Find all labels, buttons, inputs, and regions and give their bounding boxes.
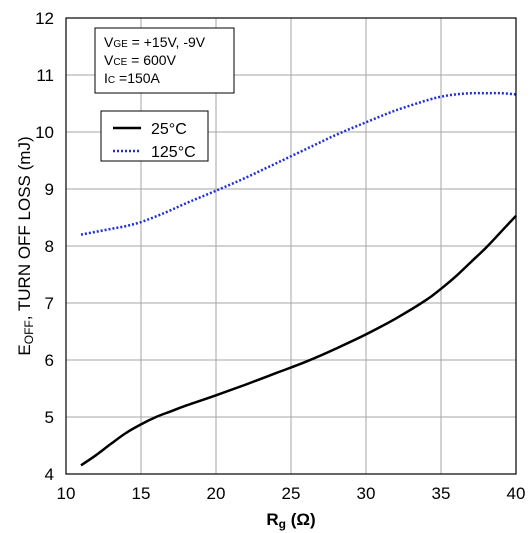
x-axis-title: Rg (Ω) (266, 510, 315, 531)
condition-ic: IC =150A (104, 70, 161, 86)
legend: 25°C 125°C (100, 110, 209, 162)
y-tick-label: 11 (36, 66, 54, 85)
y-tick-label: 7 (45, 294, 54, 313)
series-line-25c (80, 214, 517, 467)
series-line-125c (80, 91, 517, 236)
y-tick-label: 8 (45, 237, 54, 256)
plot-frame (65, 17, 517, 475)
legend-frame (100, 110, 209, 162)
y-tick-label: 4 (45, 465, 54, 484)
series-layer (80, 91, 517, 467)
y-axis-title: EOFF, TURN OFF LOSS (mJ) (15, 136, 36, 355)
condition-vge: VGE = +15V, -9V (104, 34, 206, 50)
y-tick-label: 6 (45, 351, 54, 370)
conditions-box: VGE = +15V, -9V VCE = 600V IC =150A (94, 27, 235, 94)
x-tick-label: 10 (57, 484, 76, 503)
x-tick-label: 40 (507, 484, 526, 503)
y-tick-label: 5 (45, 408, 54, 427)
x-tick-label: 30 (357, 484, 376, 503)
condition-vce: VCE = 600V (104, 52, 177, 68)
y-tick-label: 9 (45, 180, 54, 199)
x-tick-label: 25 (282, 484, 301, 503)
x-tick-label: 35 (432, 484, 451, 503)
x-tick-label: 15 (132, 484, 151, 503)
x-tick-label: 20 (207, 484, 226, 503)
legend-label-25c: 25°C (151, 121, 187, 138)
y-tick-label: 10 (35, 123, 54, 142)
conditions-frame (94, 27, 235, 94)
y-tick-label: 12 (35, 9, 54, 28)
legend-label-125c: 125°C (151, 144, 196, 161)
